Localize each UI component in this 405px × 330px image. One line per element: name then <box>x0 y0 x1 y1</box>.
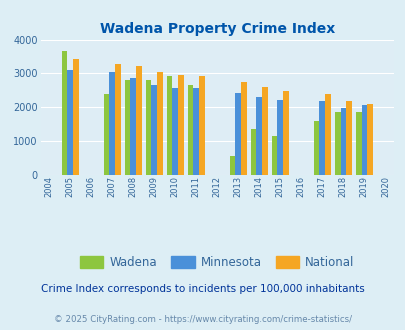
Bar <box>282 91 288 175</box>
Bar <box>115 64 120 175</box>
Bar <box>345 101 351 175</box>
Bar <box>355 112 361 175</box>
Bar <box>103 94 109 175</box>
Bar <box>151 85 157 175</box>
Bar <box>109 72 115 175</box>
Bar <box>366 104 372 175</box>
Bar <box>124 80 130 175</box>
Bar <box>198 77 204 175</box>
Bar <box>319 101 324 175</box>
Bar <box>229 156 235 175</box>
Bar <box>277 100 282 175</box>
Bar <box>157 72 162 175</box>
Bar <box>166 76 172 175</box>
Bar <box>334 112 340 175</box>
Bar <box>262 87 267 175</box>
Bar <box>256 97 262 175</box>
Bar <box>177 75 183 175</box>
Bar <box>67 70 72 175</box>
Text: © 2025 CityRating.com - https://www.cityrating.com/crime-statistics/: © 2025 CityRating.com - https://www.city… <box>54 315 351 324</box>
Text: Crime Index corresponds to incidents per 100,000 inhabitants: Crime Index corresponds to incidents per… <box>41 284 364 294</box>
Bar <box>241 82 246 175</box>
Bar <box>187 85 193 175</box>
Bar <box>172 88 177 175</box>
Legend: Wadena, Minnesota, National: Wadena, Minnesota, National <box>75 251 358 274</box>
Title: Wadena Property Crime Index: Wadena Property Crime Index <box>99 22 334 36</box>
Bar <box>361 105 366 175</box>
Bar <box>62 51 67 175</box>
Bar <box>313 121 319 175</box>
Bar <box>145 80 151 175</box>
Bar <box>136 66 141 175</box>
Bar <box>130 78 136 175</box>
Bar <box>235 93 241 175</box>
Bar <box>250 129 256 175</box>
Bar <box>271 136 277 175</box>
Bar <box>193 88 198 175</box>
Bar <box>72 59 78 175</box>
Bar <box>340 108 345 175</box>
Bar <box>324 94 330 175</box>
